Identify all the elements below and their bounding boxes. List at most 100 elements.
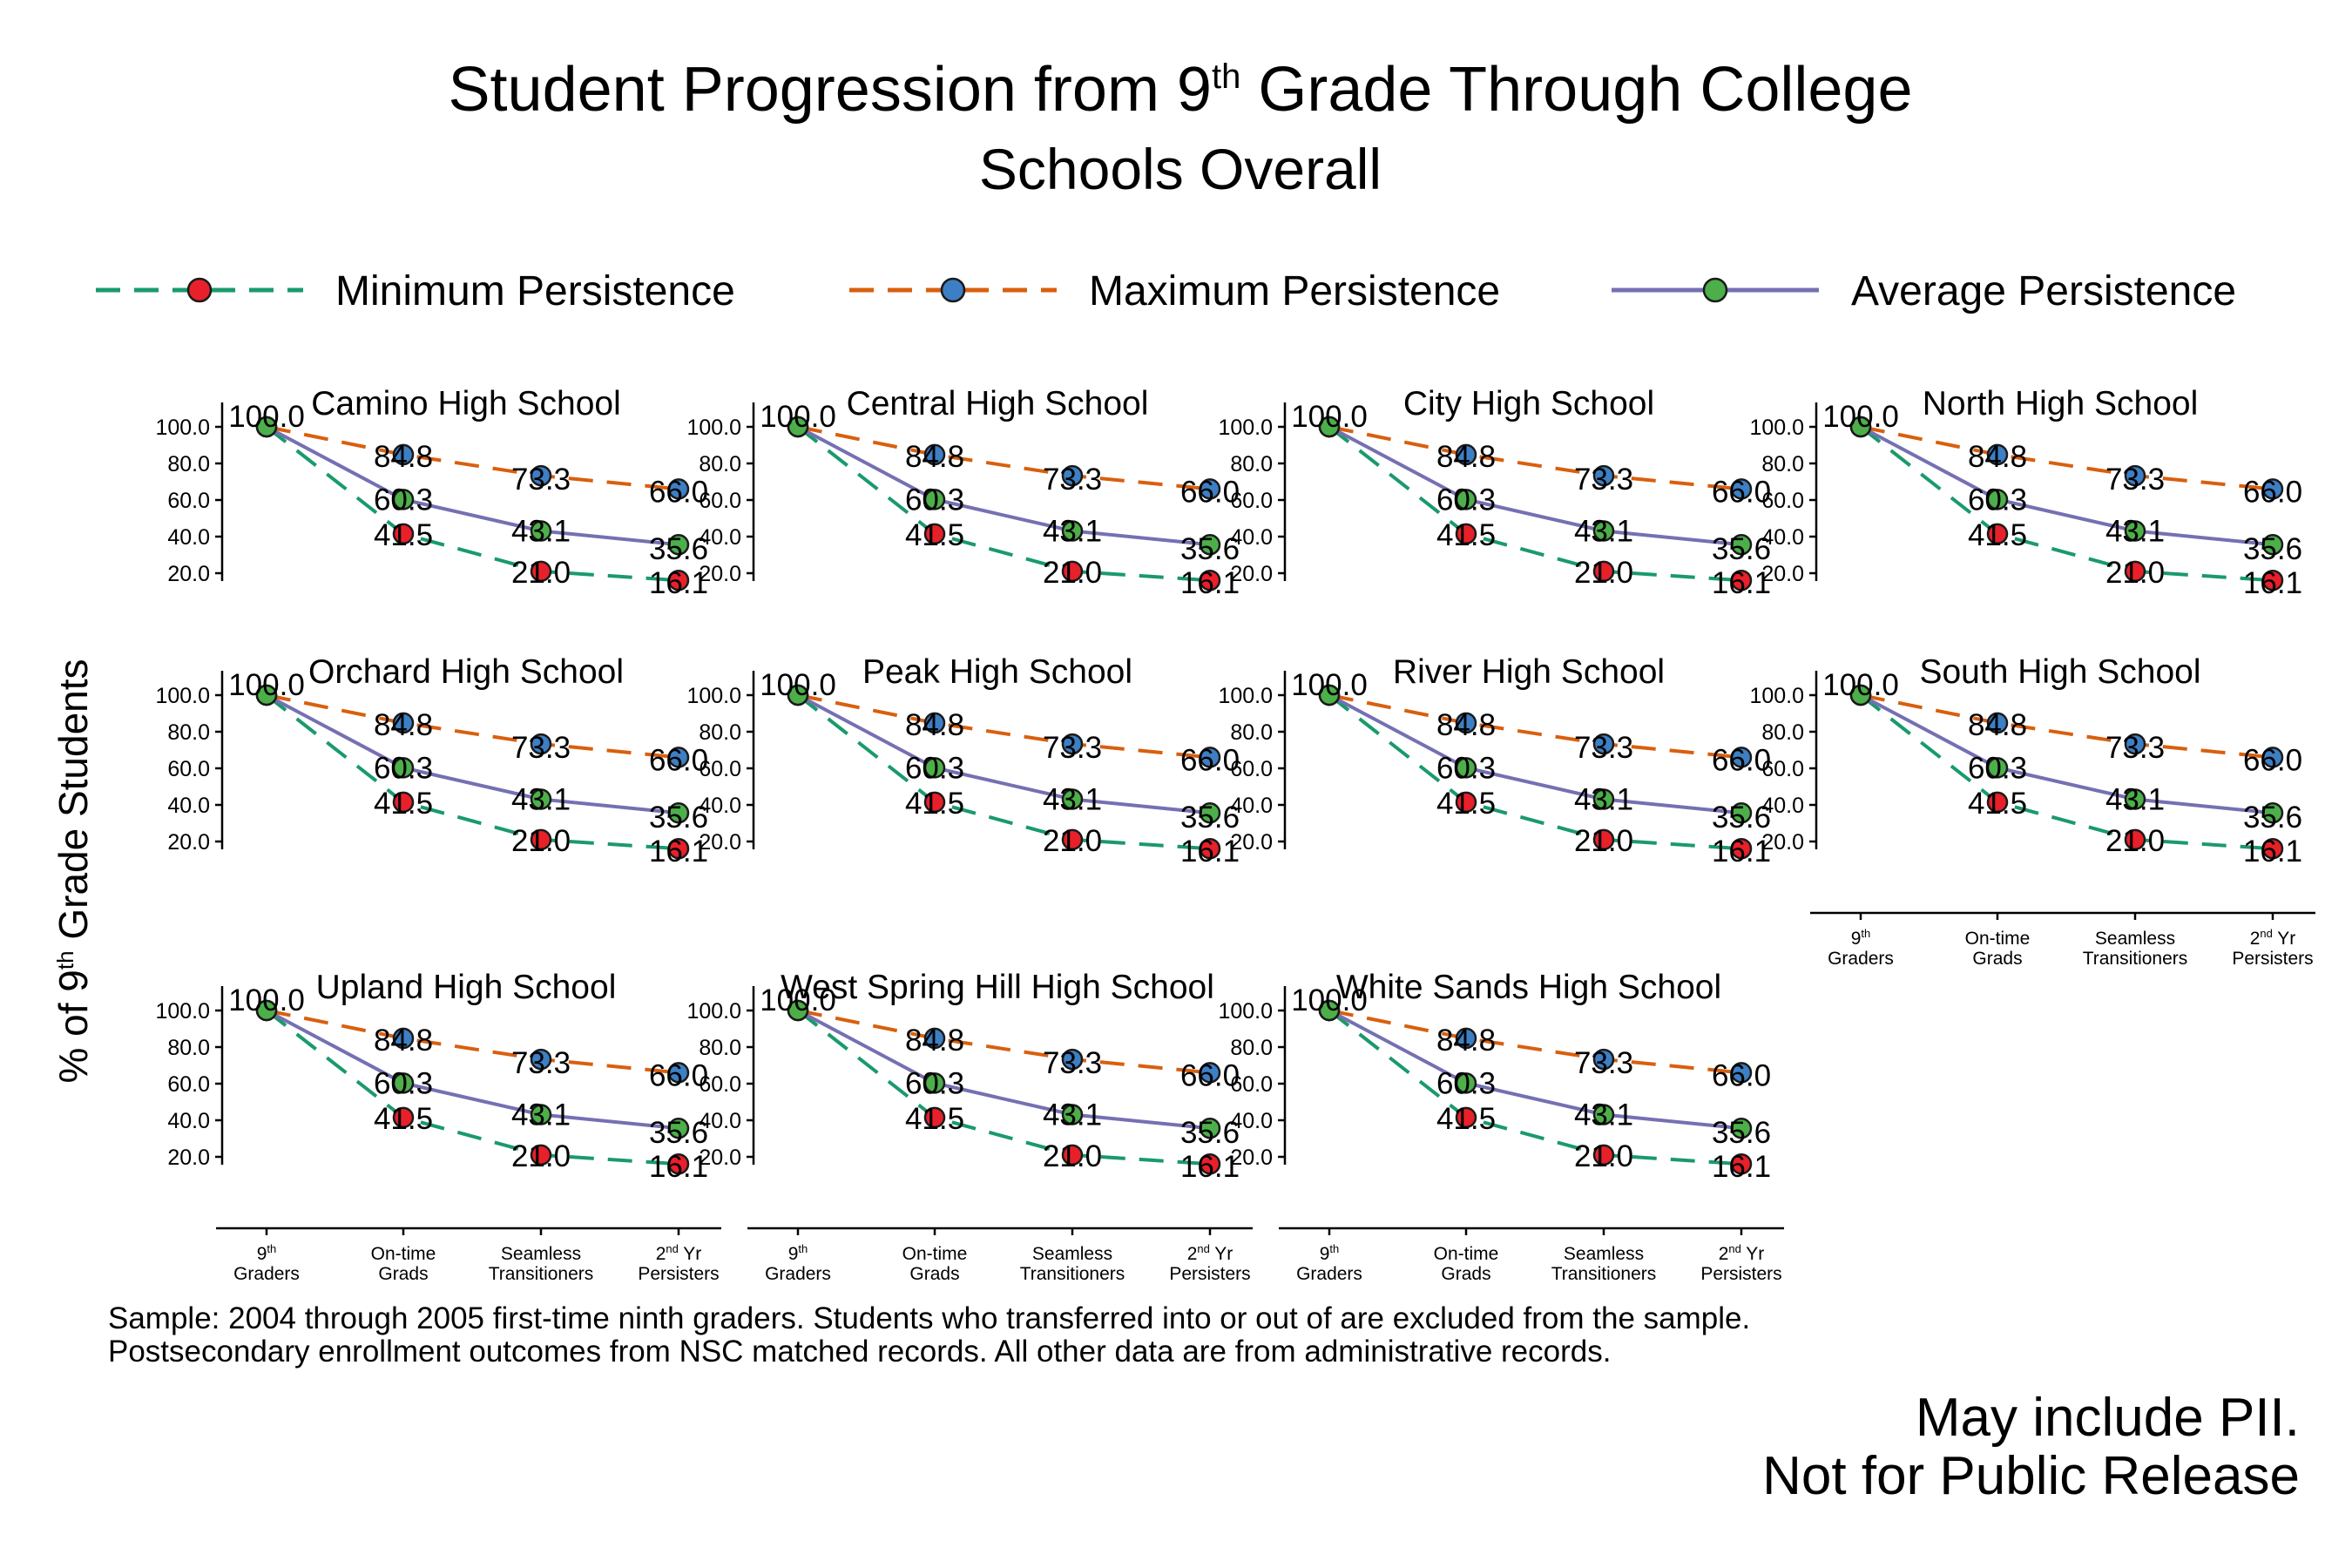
data-point-max	[1199, 747, 1221, 768]
data-label-avg: 43.1	[1043, 1098, 1102, 1132]
data-point-max	[667, 747, 690, 768]
data-point-avg	[1849, 416, 1872, 438]
data-point-max	[1730, 478, 1753, 500]
data-point-min	[392, 523, 415, 545]
x-tick-label-line2: Transitioners	[2083, 949, 2188, 969]
x-tick-label-line2: Transitioners	[1551, 1264, 1657, 1284]
data-label-max: 66.0	[1180, 475, 1240, 509]
data-label-avg: 43.1	[511, 514, 571, 548]
data-label-avg: 35.6	[1712, 801, 1771, 835]
data-point-avg	[923, 1072, 946, 1094]
data-point-avg	[530, 1104, 552, 1125]
data-label-max: 73.3	[1043, 1046, 1102, 1080]
y-tick-label: 100.0	[686, 416, 741, 440]
data-point-avg	[1730, 533, 1753, 556]
data-point-max	[1199, 478, 1221, 500]
data-point-min	[530, 828, 552, 851]
x-tick-label: On-time	[1965, 929, 2031, 949]
legend-item-avg: Average Persistence	[1612, 268, 2236, 314]
data-label-min: 21.0	[511, 824, 571, 858]
data-label-min: 21.0	[1043, 556, 1102, 590]
y-tick-label: 80.0	[1761, 720, 1804, 745]
series-line-avg	[266, 693, 679, 815]
data-label-avg: 43.1	[2105, 782, 2165, 816]
data-label-avg: 35.6	[2243, 801, 2302, 835]
data-point-min	[1455, 1106, 1477, 1129]
data-point-avg	[1318, 684, 1341, 706]
data-label-min: 41.5	[905, 787, 964, 821]
data-point-avg	[1199, 533, 1221, 556]
data-point-avg	[1986, 757, 2009, 779]
data-point-max	[392, 1027, 415, 1050]
data-label-max: 73.3	[511, 1046, 571, 1080]
y-tick-label: 100.0	[686, 999, 741, 1024]
data-point-max	[530, 1048, 552, 1071]
footnote: Sample: 2004 through 2005 first-time nin…	[108, 1301, 1750, 1369]
data-label-max: 73.3	[1574, 1046, 1633, 1080]
panel-title: Peak High School	[862, 653, 1132, 691]
data-label-avg: 60.3	[905, 751, 964, 785]
data-label-min: 41.5	[905, 518, 964, 552]
series-line-avg	[797, 1009, 1211, 1131]
data-label-max: 66.0	[649, 475, 708, 509]
x-tick-label: 2nd Yr	[2250, 927, 2296, 949]
y-tick-label: 60.0	[1761, 489, 1804, 513]
y-tick-label: 20.0	[699, 830, 741, 855]
y-tick-label: 60.0	[167, 489, 210, 513]
data-label-avg: 100.0	[1291, 983, 1368, 1017]
y-tick-label: 60.0	[1230, 489, 1273, 513]
x-tick-label: 9th	[1851, 927, 1871, 949]
main-title: Student Progression from 9th Grade Throu…	[449, 55, 1913, 125]
data-point-avg	[1730, 801, 1753, 824]
data-label-max: 84.8	[905, 440, 964, 474]
data-point-max	[1986, 443, 2009, 466]
data-point-min	[1061, 560, 1084, 583]
data-point-avg	[787, 684, 809, 706]
data-point-avg	[1318, 416, 1341, 438]
series-line-avg	[1328, 693, 1742, 815]
data-label-max: 73.3	[511, 463, 571, 497]
data-point-min	[1455, 791, 1477, 814]
y-tick-label: 80.0	[167, 452, 210, 476]
warning-line-1: May include PII.	[1916, 1388, 2300, 1448]
data-point-avg	[787, 416, 809, 438]
series-line-avg	[797, 425, 1211, 547]
x-tick-label: 9th	[257, 1242, 277, 1264]
data-label-avg: 43.1	[2105, 514, 2165, 548]
data-point-max	[1061, 464, 1084, 487]
panel-title: White Sands High School	[1336, 969, 1721, 1006]
series-line-min	[1328, 1009, 1742, 1166]
x-tick-label: On-time	[1434, 1244, 1499, 1264]
y-tick-label: 20.0	[167, 1146, 210, 1170]
y-tick-label: 60.0	[167, 1072, 210, 1097]
data-label-max: 84.8	[905, 1024, 964, 1058]
data-label-avg: 60.3	[1968, 483, 2027, 517]
x-tick-label-line2: Transitioners	[1020, 1264, 1125, 1284]
y-tick-label: 80.0	[1230, 1036, 1273, 1060]
data-point-min	[530, 1144, 552, 1166]
series-line-max	[797, 1009, 1211, 1075]
y-tick-label: 40.0	[1230, 525, 1273, 550]
y-tick-label: 80.0	[1761, 452, 1804, 476]
panel-title: Orchard High School	[308, 653, 624, 691]
data-point-avg	[667, 1117, 690, 1139]
y-tick-label: 60.0	[1230, 757, 1273, 781]
data-point-avg	[1592, 788, 1615, 810]
data-label-min: 21.0	[2105, 556, 2165, 590]
series-line-max	[797, 425, 1211, 491]
x-tick-label: 2nd Yr	[1719, 1242, 1765, 1264]
data-label-max: 66.0	[1712, 743, 1771, 777]
x-tick-label-line2: Persisters	[638, 1264, 719, 1284]
data-point-min	[2261, 837, 2284, 860]
x-tick-label-line2: Persisters	[2232, 949, 2313, 969]
y-tick-label: 100.0	[686, 684, 741, 708]
data-point-max	[530, 464, 552, 487]
y-tick-label: 20.0	[699, 562, 741, 586]
series-line-max	[1328, 693, 1742, 760]
legend-item-min: Minimum Persistence	[96, 268, 735, 314]
data-point-max	[2124, 733, 2146, 755]
data-point-max	[1455, 712, 1477, 734]
series-line-max	[797, 693, 1211, 760]
y-tick-label: 40.0	[1761, 794, 1804, 818]
y-tick-label: 20.0	[167, 830, 210, 855]
